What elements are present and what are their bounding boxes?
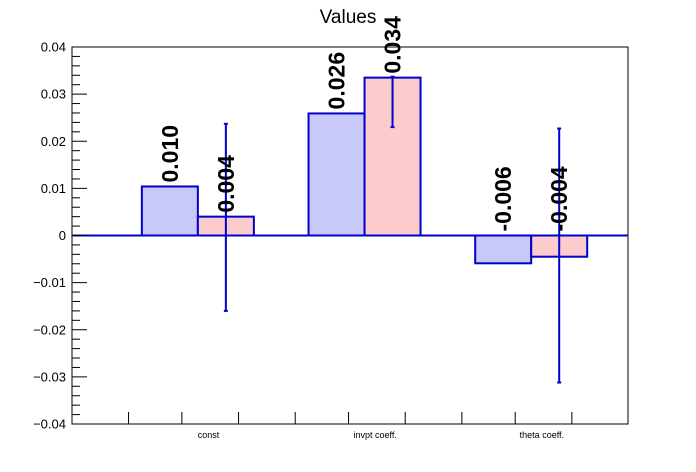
value-label: 0.004 xyxy=(213,155,239,213)
y-tick-label: −0.02 xyxy=(33,322,66,337)
y-tick-label: 0.02 xyxy=(41,134,66,149)
value-label: -0.004 xyxy=(546,166,572,231)
value-label: 0.034 xyxy=(380,16,406,74)
category-label: const xyxy=(198,430,220,440)
y-tick-label: 0 xyxy=(59,228,66,243)
error-bars-layer xyxy=(223,75,562,384)
y-tick-label: −0.03 xyxy=(33,369,66,384)
value-label: 0.010 xyxy=(157,125,183,183)
y-tick-label: 0.03 xyxy=(41,87,66,102)
bar-blue-2 xyxy=(474,234,533,265)
data-labels-layer: 0.010 0.004 0.026 0.034 -0.006 -0.004 xyxy=(157,16,572,232)
chart-title: Values xyxy=(320,7,377,28)
bar-red-1 xyxy=(363,76,422,237)
bar-blue-1 xyxy=(307,112,366,237)
value-label: -0.006 xyxy=(490,166,516,231)
value-label: 0.026 xyxy=(324,52,350,110)
y-tick-label: 0.01 xyxy=(41,181,66,196)
bar-blue-0 xyxy=(140,185,199,237)
y-tick-label: 0.04 xyxy=(41,40,66,55)
y-tick-label: −0.01 xyxy=(33,275,66,290)
y-tick-label: −0.04 xyxy=(33,417,66,432)
y-axis: 0.04 0.03 0.02 0.01 0 −0.01 −0.02 −0.03 −0.04 xyxy=(33,40,87,432)
category-label: invpt coeff. xyxy=(354,430,397,440)
category-label: theta coeff. xyxy=(520,430,564,440)
x-axis: const invpt coeff. theta coeff. xyxy=(128,412,573,440)
